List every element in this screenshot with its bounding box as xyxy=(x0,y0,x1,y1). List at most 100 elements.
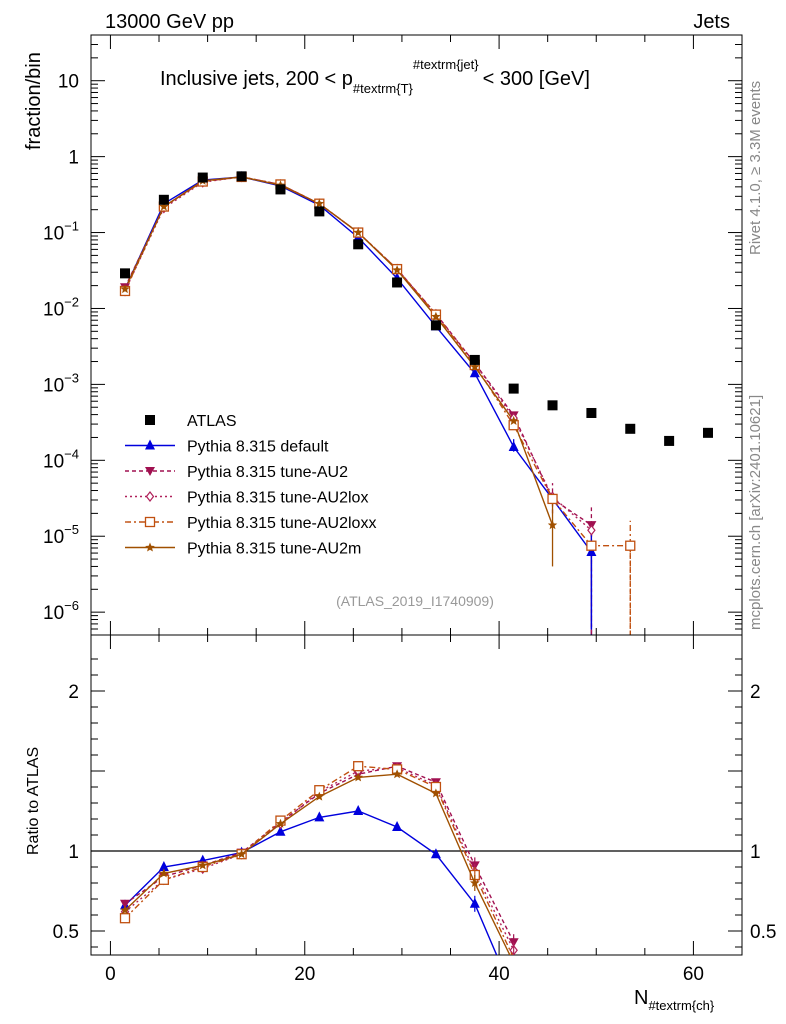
data-point xyxy=(547,400,558,411)
ratio-point-4 xyxy=(198,860,208,870)
main-point-4 xyxy=(431,311,441,321)
ratio-frame xyxy=(90,634,743,956)
legend-label-3: Pythia 8.315 tune-AU2loxx xyxy=(187,515,376,532)
main-panel: 10 1 10−1 10−2 10−3 10−4 10−5 10−6 ATLAS Pythia 8… xyxy=(43,34,743,636)
main-point-3 xyxy=(586,540,597,551)
ratio-point-0 xyxy=(314,811,325,822)
legend-label-2: Pythia 8.315 tune-AU2lox xyxy=(187,490,368,507)
ratio-point-0 xyxy=(158,861,169,871)
data-point xyxy=(314,206,325,217)
ratio-point-0 xyxy=(430,848,441,859)
main-point-0 xyxy=(508,440,519,451)
ratio-point-4 xyxy=(120,905,130,915)
data-point xyxy=(353,239,364,250)
ratio-y-tick-label-right: 2 xyxy=(750,682,761,703)
main-series-line-3 xyxy=(124,176,631,635)
ratio-y-tick-label-right: 1 xyxy=(750,842,761,863)
ratio-x-tick-label: 60 xyxy=(683,964,704,985)
data-point xyxy=(625,423,636,434)
data-point xyxy=(120,268,131,279)
data-point xyxy=(508,383,519,394)
main-point-4 xyxy=(120,284,130,294)
ratio-point-4 xyxy=(236,849,247,859)
header-left: 13000 GeV pp xyxy=(105,11,234,33)
data-point xyxy=(702,427,713,438)
data-point xyxy=(197,172,208,183)
ratio-panel: 0 20 40 60 0.5 0.5 1 1 2 2 xyxy=(53,634,776,985)
ratio-point-4 xyxy=(314,791,325,801)
legend-marker-4 xyxy=(145,542,155,552)
legend-label-4: Pythia 8.315 tune-AU2m xyxy=(187,541,361,558)
ratio-x-tick-label: 40 xyxy=(489,964,510,985)
main-title: Inclusive jets, 200 < p#textrm{T}#textrm… xyxy=(160,57,590,96)
main-y-tick-label: 10−3 xyxy=(43,370,79,396)
main-series-line-4 xyxy=(124,176,554,526)
legend-marker-3 xyxy=(144,516,156,528)
main-y-tick-label: 10−6 xyxy=(43,598,79,624)
main-point-4 xyxy=(314,198,325,208)
ratio-x-tick-label: 20 xyxy=(294,964,315,985)
ratio-point-0 xyxy=(275,825,286,836)
ratio-y-tick-label-right: 0.5 xyxy=(750,922,776,943)
ratio-point-4 xyxy=(159,868,169,878)
ratio-point-3 xyxy=(353,761,364,772)
side-label-top: Rivet 4.1.0, ≥ 3.3M events xyxy=(747,81,764,255)
main-series-group xyxy=(119,170,713,635)
main-point-4 xyxy=(159,201,169,211)
main-point-4 xyxy=(470,361,480,371)
data-point xyxy=(430,320,441,331)
main-y-tick-label: 10 xyxy=(58,72,79,93)
legend: ATLAS Pythia 8.315 default Pythia 8.315 tu… xyxy=(125,413,376,558)
ratio-x-tick-label: 0 xyxy=(105,964,116,985)
legend-marker-2 xyxy=(145,491,155,502)
watermark: (ATLAS_2019_I1740909) xyxy=(336,593,494,609)
data-point xyxy=(158,194,169,205)
main-point-4 xyxy=(547,520,558,530)
main-point-4 xyxy=(353,227,363,237)
data-point xyxy=(469,354,480,365)
legend-label-0: Pythia 8.315 default xyxy=(187,439,329,456)
data-point xyxy=(392,277,403,288)
ratio-point-0 xyxy=(392,821,403,831)
side-label-bottom: mcplots.cern.ch [arXiv:2401.10621] xyxy=(747,395,764,630)
main-y-tick-label: 10−4 xyxy=(43,446,79,472)
main-point-4 xyxy=(392,265,402,275)
ratio-series-group xyxy=(119,761,519,955)
legend-marker-1 xyxy=(145,467,155,476)
ratio-point-4 xyxy=(275,818,286,828)
main-y-tick-label: 10−5 xyxy=(43,522,79,548)
main-y-tick-label: 1 xyxy=(68,148,79,169)
data-point xyxy=(664,435,675,446)
ratio-point-3 xyxy=(119,913,131,924)
main-point-2 xyxy=(587,524,596,536)
data-point xyxy=(236,171,247,182)
x-axis-label: N#textrm{ch} xyxy=(634,987,715,1013)
legend-label-1: Pythia 8.315 tune-AU2 xyxy=(187,464,348,481)
header-right: Jets xyxy=(693,11,730,33)
ratio-ylabel: Ratio to ATLAS xyxy=(25,747,42,855)
legend-marker-0 xyxy=(145,439,155,450)
ratio-point-4 xyxy=(353,772,363,782)
main-point-0 xyxy=(469,367,480,378)
ratio-y-tick-label: 1 xyxy=(68,842,79,863)
main-point-3 xyxy=(625,540,636,551)
legend-marker-data xyxy=(145,415,155,425)
main-y-tick-label: 10−2 xyxy=(43,294,79,320)
ratio-y-tick-label: 0.5 xyxy=(53,922,79,943)
data-point xyxy=(586,407,597,418)
ratio-series-line-4 xyxy=(124,773,511,955)
ratio-point-0 xyxy=(353,805,364,815)
ratio-point-4 xyxy=(431,788,441,798)
ratio-series-line-3 xyxy=(124,765,513,955)
legend-label-data: ATLAS xyxy=(187,413,237,430)
ratio-point-1 xyxy=(120,899,131,909)
ratio-point-4 xyxy=(392,769,402,779)
main-y-tick-label: 10−1 xyxy=(43,219,79,245)
data-point xyxy=(275,184,286,195)
main-ylabel: fraction/bin xyxy=(23,52,45,150)
main-point-0 xyxy=(586,545,597,556)
main-point-3 xyxy=(547,493,558,505)
main-point-4 xyxy=(508,415,519,425)
ratio-y-tick-label: 2 xyxy=(68,682,79,703)
